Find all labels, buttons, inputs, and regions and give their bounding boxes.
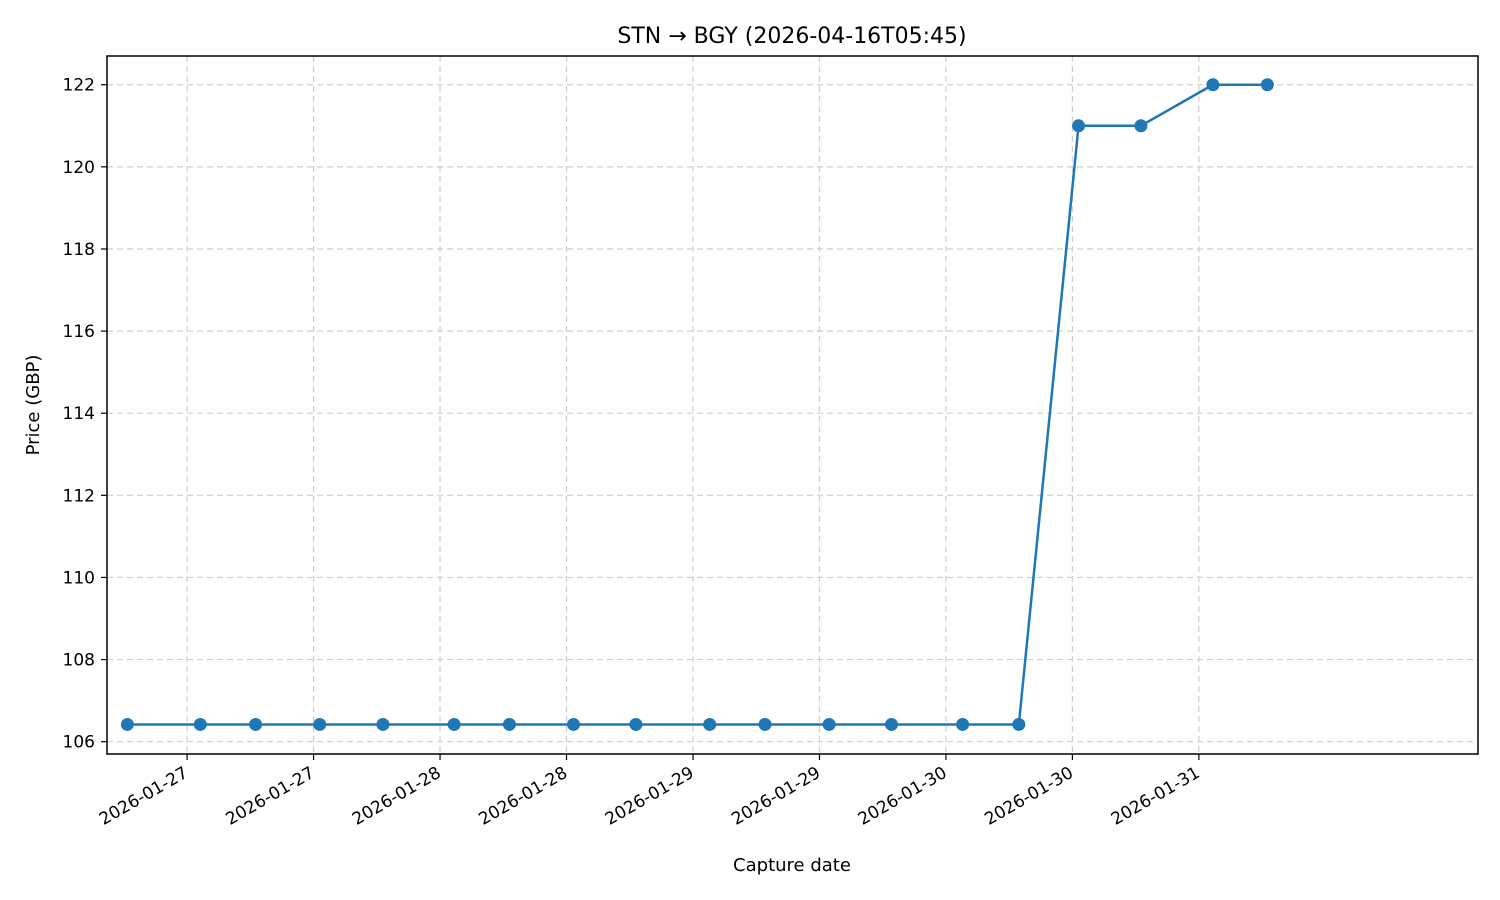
y-tick-label: 112: [63, 486, 95, 506]
data-point: [629, 717, 643, 731]
data-point: [758, 717, 772, 731]
plot-area-frame: [106, 55, 1479, 755]
data-point: [1206, 78, 1220, 92]
data-point: [193, 717, 207, 731]
data-point: [703, 717, 717, 731]
grid: [107, 56, 1478, 754]
y-tick-label: 122: [63, 76, 95, 96]
data-point: [567, 717, 581, 731]
series-layer: [120, 78, 1274, 731]
data-point: [1134, 119, 1148, 133]
y-tick-label: 114: [63, 404, 95, 424]
data-point: [1012, 717, 1026, 731]
data-point: [313, 717, 327, 731]
data-point: [502, 717, 516, 731]
y-tick-label: 116: [63, 322, 95, 342]
y-axis-label: Price (GBP): [23, 355, 44, 456]
y-tick-label: 110: [63, 568, 95, 588]
data-point: [376, 717, 390, 731]
data-point: [447, 717, 461, 731]
data-point: [1260, 78, 1274, 92]
x-axis-label: Capture date: [733, 855, 851, 876]
data-point: [822, 717, 836, 731]
y-tick-label: 106: [63, 733, 95, 753]
y-tick-label: 120: [63, 158, 95, 178]
data-point: [956, 717, 970, 731]
data-point: [884, 717, 898, 731]
data-point: [1072, 119, 1086, 133]
data-point: [249, 717, 263, 731]
y-tick-label: 118: [63, 240, 95, 260]
data-point: [120, 717, 134, 731]
chart-title: STN → BGY (2026-04-16T05:45): [617, 24, 966, 49]
y-tick-label: 108: [63, 651, 95, 671]
